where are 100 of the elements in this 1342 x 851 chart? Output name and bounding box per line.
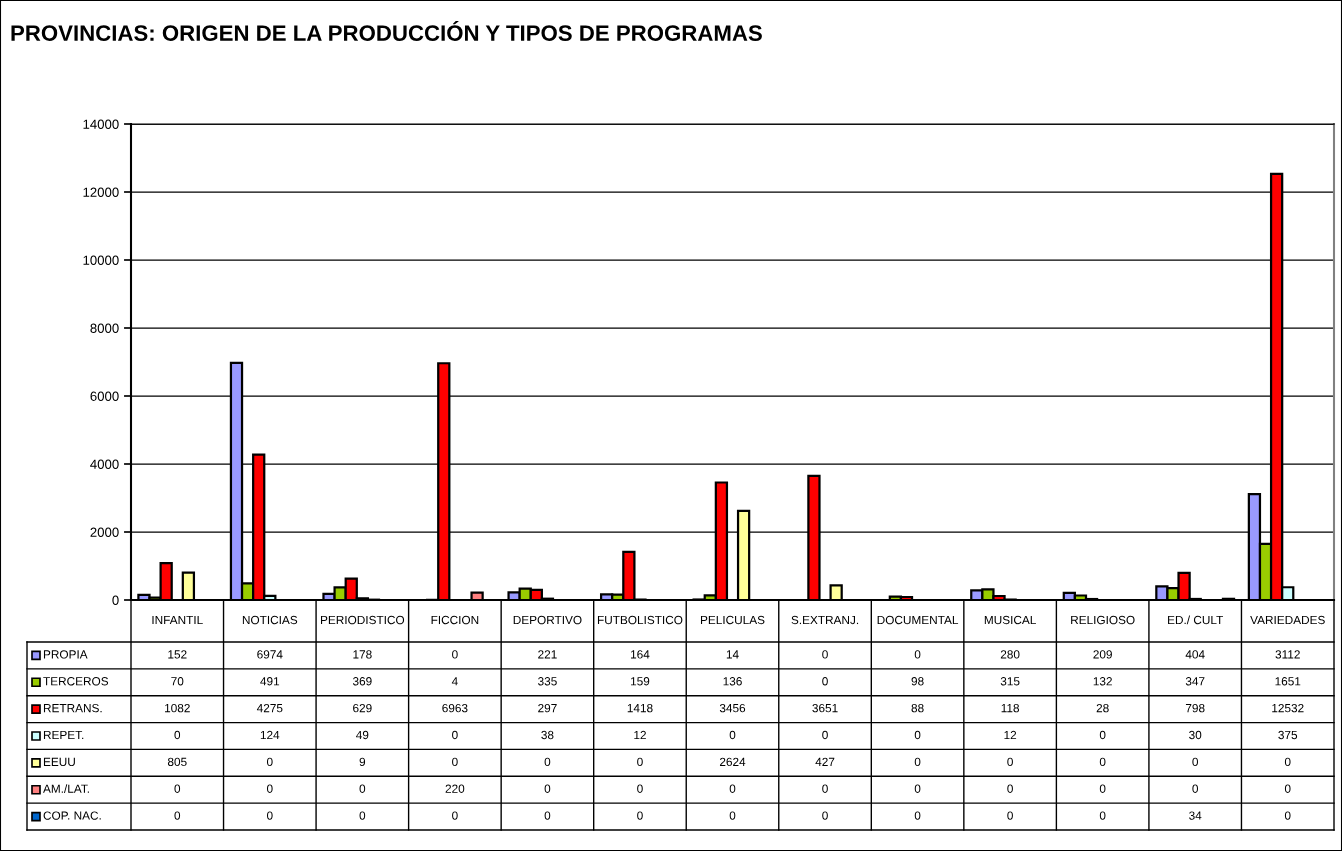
- data-label: 118: [1001, 703, 1020, 713]
- data-label: 0: [452, 730, 458, 740]
- data-label: 0: [914, 730, 921, 740]
- data-label: 1082: [165, 703, 190, 713]
- data-label: 0: [1099, 784, 1106, 793]
- data-label: 0: [1007, 784, 1013, 793]
- legend-label: TERCEROS: [43, 677, 109, 686]
- data-label: 0: [174, 730, 181, 740]
- data-label: 124: [260, 730, 280, 740]
- data-label: 49: [356, 730, 369, 740]
- data-label: 0: [822, 811, 828, 820]
- data-label: 0: [359, 811, 366, 820]
- data-label: 38: [541, 730, 554, 740]
- data-label: 0: [637, 811, 643, 820]
- data-label: 178: [353, 650, 372, 659]
- x-tick-label: ED./ CULT: [1168, 615, 1224, 625]
- x-tick-label: VARIEDADES: [1250, 615, 1325, 625]
- x-tick-label: DEPORTIVO: [513, 615, 582, 625]
- data-label: 280: [1000, 650, 1020, 659]
- data-label: 3456: [719, 703, 746, 713]
- data-label: 427: [815, 757, 835, 766]
- data-label: 0: [914, 784, 921, 793]
- data-label: 209: [1093, 650, 1112, 659]
- data-label: 152: [168, 650, 187, 659]
- y-tick-label: 0: [112, 595, 119, 605]
- data-label: 491: [260, 677, 280, 686]
- data-label: 0: [1099, 730, 1106, 740]
- legend-label: PROPIA: [43, 650, 88, 659]
- x-tick-label: NOTICIAS: [242, 615, 298, 625]
- data-label: 335: [538, 677, 557, 686]
- data-label: 0: [637, 757, 643, 767]
- data-label: 0: [822, 677, 828, 686]
- y-tick-label: 12000: [83, 187, 119, 197]
- x-tick-label: FICCION: [431, 615, 479, 625]
- data-label: 98: [911, 677, 924, 686]
- data-label: 30: [1189, 730, 1202, 740]
- data-label: 34: [1189, 811, 1202, 820]
- data-label: 0: [544, 811, 551, 820]
- data-label: 0: [822, 730, 828, 740]
- data-label: 70: [171, 677, 184, 686]
- data-label: 0: [729, 730, 736, 740]
- data-label: 0: [452, 650, 458, 659]
- y-tick-label: 6000: [90, 391, 119, 401]
- data-label: 0: [1099, 811, 1106, 820]
- data-label: 0: [1284, 757, 1291, 767]
- data-label: 136: [723, 677, 742, 686]
- x-tick-label: DOCUMENTAL: [877, 615, 959, 625]
- data-label: 0: [359, 784, 366, 793]
- data-label: 0: [1007, 811, 1013, 820]
- data-label: 0: [914, 650, 921, 659]
- data-label: 3112: [1275, 650, 1300, 659]
- data-label: 0: [914, 757, 921, 767]
- data-label: 159: [631, 677, 650, 686]
- data-label: 0: [1007, 757, 1013, 767]
- legend-label: AM./LAT.: [43, 784, 89, 793]
- data-label: 132: [1093, 677, 1112, 686]
- data-label: 28: [1096, 703, 1109, 713]
- data-label: 297: [538, 703, 557, 713]
- data-label: 0: [637, 784, 643, 793]
- data-label: 0: [729, 811, 736, 820]
- data-label: 0: [822, 784, 828, 793]
- x-tick-label: INFANTIL: [152, 615, 203, 625]
- data-label: 0: [544, 784, 551, 793]
- y-tick-label: 8000: [90, 323, 119, 333]
- data-label: 404: [1185, 650, 1205, 659]
- data-label: 629: [353, 703, 372, 713]
- x-tick-label: MUSICAL: [984, 615, 1036, 625]
- chart-title: PROVINCIAS: ORIGEN DE LA PRODUCCIÓN Y TIPOS DE PROGRAMAS: [11, 21, 762, 41]
- data-label: 2624: [719, 757, 746, 767]
- data-label: 0: [914, 811, 921, 820]
- data-label: 0: [1284, 784, 1291, 793]
- y-tick-label: 14000: [83, 119, 119, 129]
- x-tick-label: PELICULAS: [700, 615, 765, 625]
- x-tick-label: S.EXTRANJ.: [791, 615, 859, 625]
- y-tick-label: 2000: [90, 527, 119, 537]
- data-label: 88: [911, 703, 924, 713]
- data-label: 0: [1284, 811, 1291, 820]
- data-label: 1418: [627, 703, 653, 713]
- data-label: 4: [451, 677, 458, 686]
- legend-label: EEUU: [43, 757, 75, 767]
- data-label: 347: [1185, 677, 1205, 686]
- x-tick-label: FUTBOLISTICO: [597, 615, 683, 625]
- data-label: 164: [631, 650, 650, 659]
- data-label: 3651: [812, 703, 838, 713]
- data-label: 1651: [1275, 677, 1301, 686]
- data-label: 0: [266, 757, 273, 767]
- legend-label: RETRANS.: [43, 703, 102, 713]
- y-tick-label: 4000: [90, 459, 119, 469]
- data-label: 0: [544, 757, 551, 767]
- data-label: 0: [452, 811, 458, 820]
- x-tick-label: PERIODISTICO: [321, 615, 405, 625]
- legend-label: REPET.: [43, 730, 84, 740]
- data-label: 9: [359, 757, 366, 767]
- data-label: 805: [167, 757, 187, 767]
- legend-label: COP. NAC.: [43, 811, 101, 820]
- data-label: 12: [634, 730, 646, 740]
- data-label: 0: [452, 757, 458, 767]
- data-label: 369: [352, 677, 372, 686]
- x-tick-label: RELIGIOSO: [1071, 615, 1135, 625]
- data-label: 6974: [257, 650, 283, 659]
